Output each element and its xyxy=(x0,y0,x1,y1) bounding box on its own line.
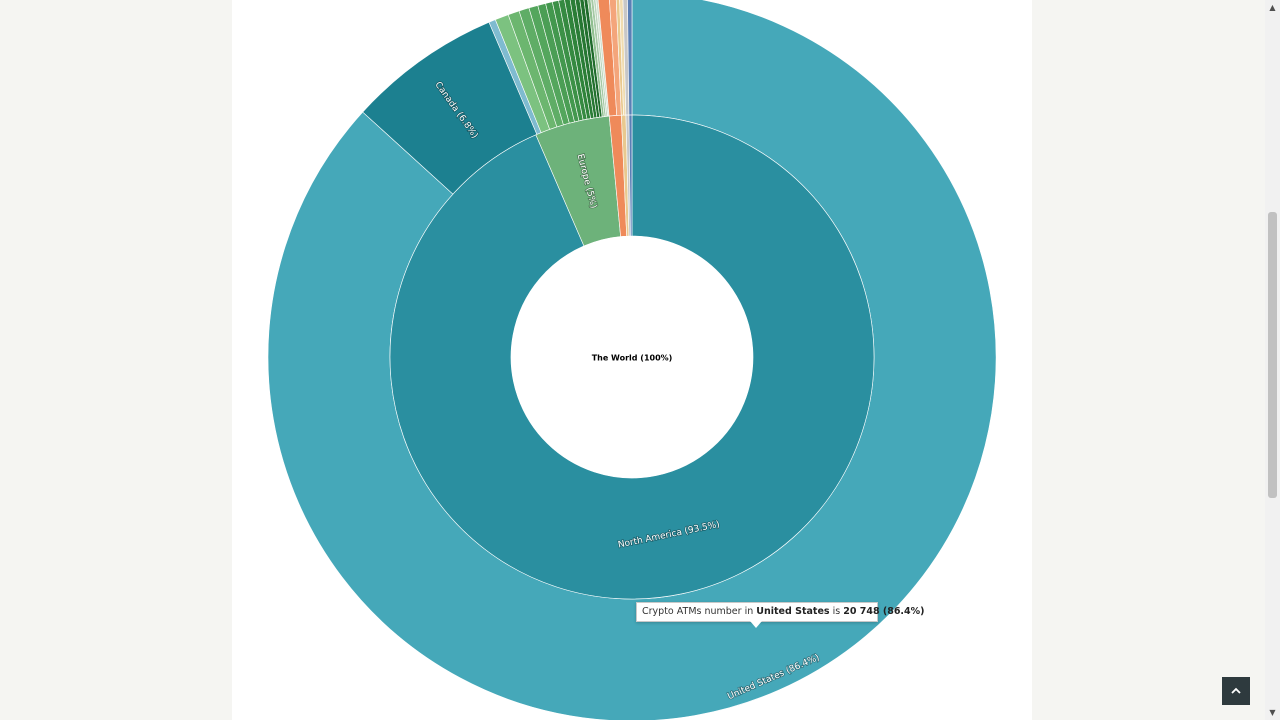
tooltip-prefix: Crypto ATMs number in xyxy=(642,606,754,617)
center-circle[interactable] xyxy=(511,236,753,478)
page-scrollbar[interactable]: ▲ ▼ xyxy=(1265,0,1280,720)
scroll-down-arrow-icon[interactable]: ▼ xyxy=(1269,708,1276,717)
tooltip-value: 20 748 (86.4%) xyxy=(843,606,925,617)
scrollbar-thumb[interactable] xyxy=(1268,212,1277,498)
tooltip-pointer xyxy=(750,621,762,628)
back-to-top-button[interactable] xyxy=(1222,677,1250,705)
content-panel: United States (86.4%) Canada (6.8%) North … xyxy=(232,0,1032,720)
inner-ring xyxy=(389,114,875,600)
scroll-up-arrow-icon[interactable]: ▲ xyxy=(1269,3,1276,12)
outer-ring xyxy=(267,0,997,720)
center-label: The World (100%) xyxy=(592,354,673,363)
sunburst-chart[interactable]: United States (86.4%)Canada (6.8%)North … xyxy=(232,0,1032,720)
tooltip-country: United States xyxy=(756,606,830,617)
tooltip-middle: is xyxy=(832,606,841,617)
chart-tooltip: Crypto ATMs number in United States is 2… xyxy=(636,602,925,622)
chevron-up-icon xyxy=(1231,687,1241,694)
